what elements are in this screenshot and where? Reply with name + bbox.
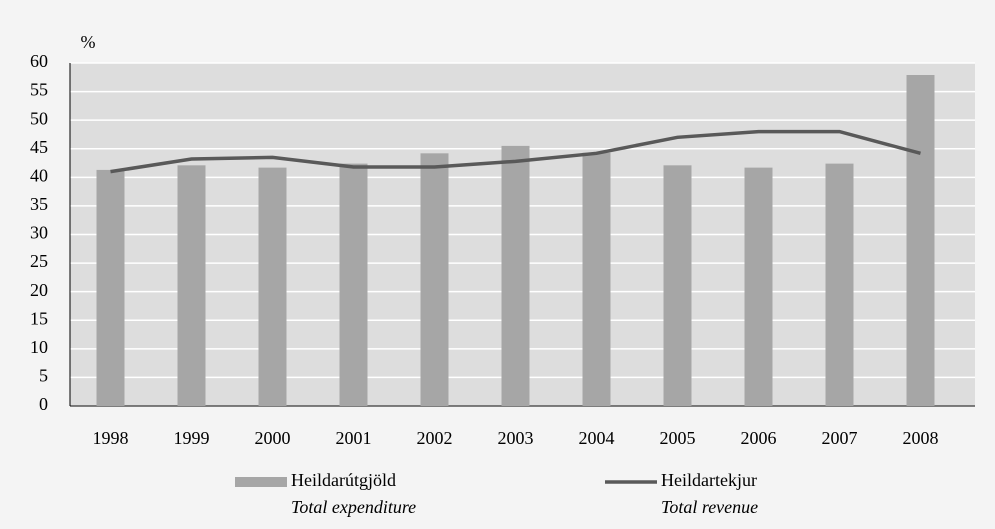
bar <box>177 165 206 406</box>
bar <box>582 152 611 406</box>
bar <box>501 145 530 406</box>
legend-translation: Total expenditure <box>291 497 416 517</box>
y-tick-label: 10 <box>30 337 48 357</box>
x-tick-label: 2003 <box>498 428 534 448</box>
legend-swatch <box>235 477 287 487</box>
y-tick-label: 50 <box>30 108 48 128</box>
x-tick-label: 2007 <box>822 428 858 448</box>
legend-label: Heildartekjur <box>661 470 757 490</box>
bar <box>906 75 935 406</box>
x-tick-label: 2002 <box>417 428 453 448</box>
y-tick-label: 5 <box>39 366 48 386</box>
x-tick-label: 2004 <box>579 428 615 448</box>
y-tick-label: 30 <box>30 223 48 243</box>
legend-translation: Total revenue <box>661 497 758 517</box>
bar <box>339 163 368 406</box>
bar <box>744 167 773 406</box>
x-tick-label: 1998 <box>93 428 129 448</box>
bar <box>96 169 125 406</box>
y-tick-label: 20 <box>30 280 48 300</box>
x-tick-label: 2000 <box>255 428 291 448</box>
y-tick-label: 15 <box>30 308 48 328</box>
x-tick-label: 2001 <box>336 428 372 448</box>
x-tick-label: 2006 <box>741 428 777 448</box>
y-tick-label: 0 <box>39 394 48 414</box>
x-tick-label: 2008 <box>903 428 939 448</box>
y-tick-label: 55 <box>30 80 48 100</box>
x-tick-label: 1999 <box>174 428 210 448</box>
legend-label: Heildarútgjöld <box>291 470 396 490</box>
y-tick-label: 40 <box>30 165 48 185</box>
line <box>110 129 921 174</box>
y-tick-label: 35 <box>30 194 48 214</box>
y-tick-label: 25 <box>30 251 48 271</box>
y-axis-label: % <box>81 32 96 52</box>
x-tick-label: 2005 <box>660 428 696 448</box>
y-tick-label: 60 <box>30 51 48 71</box>
y-tick-label: 45 <box>30 137 48 157</box>
bar <box>825 163 854 406</box>
bar <box>663 165 692 406</box>
bar <box>420 153 449 406</box>
bar <box>258 167 287 406</box>
